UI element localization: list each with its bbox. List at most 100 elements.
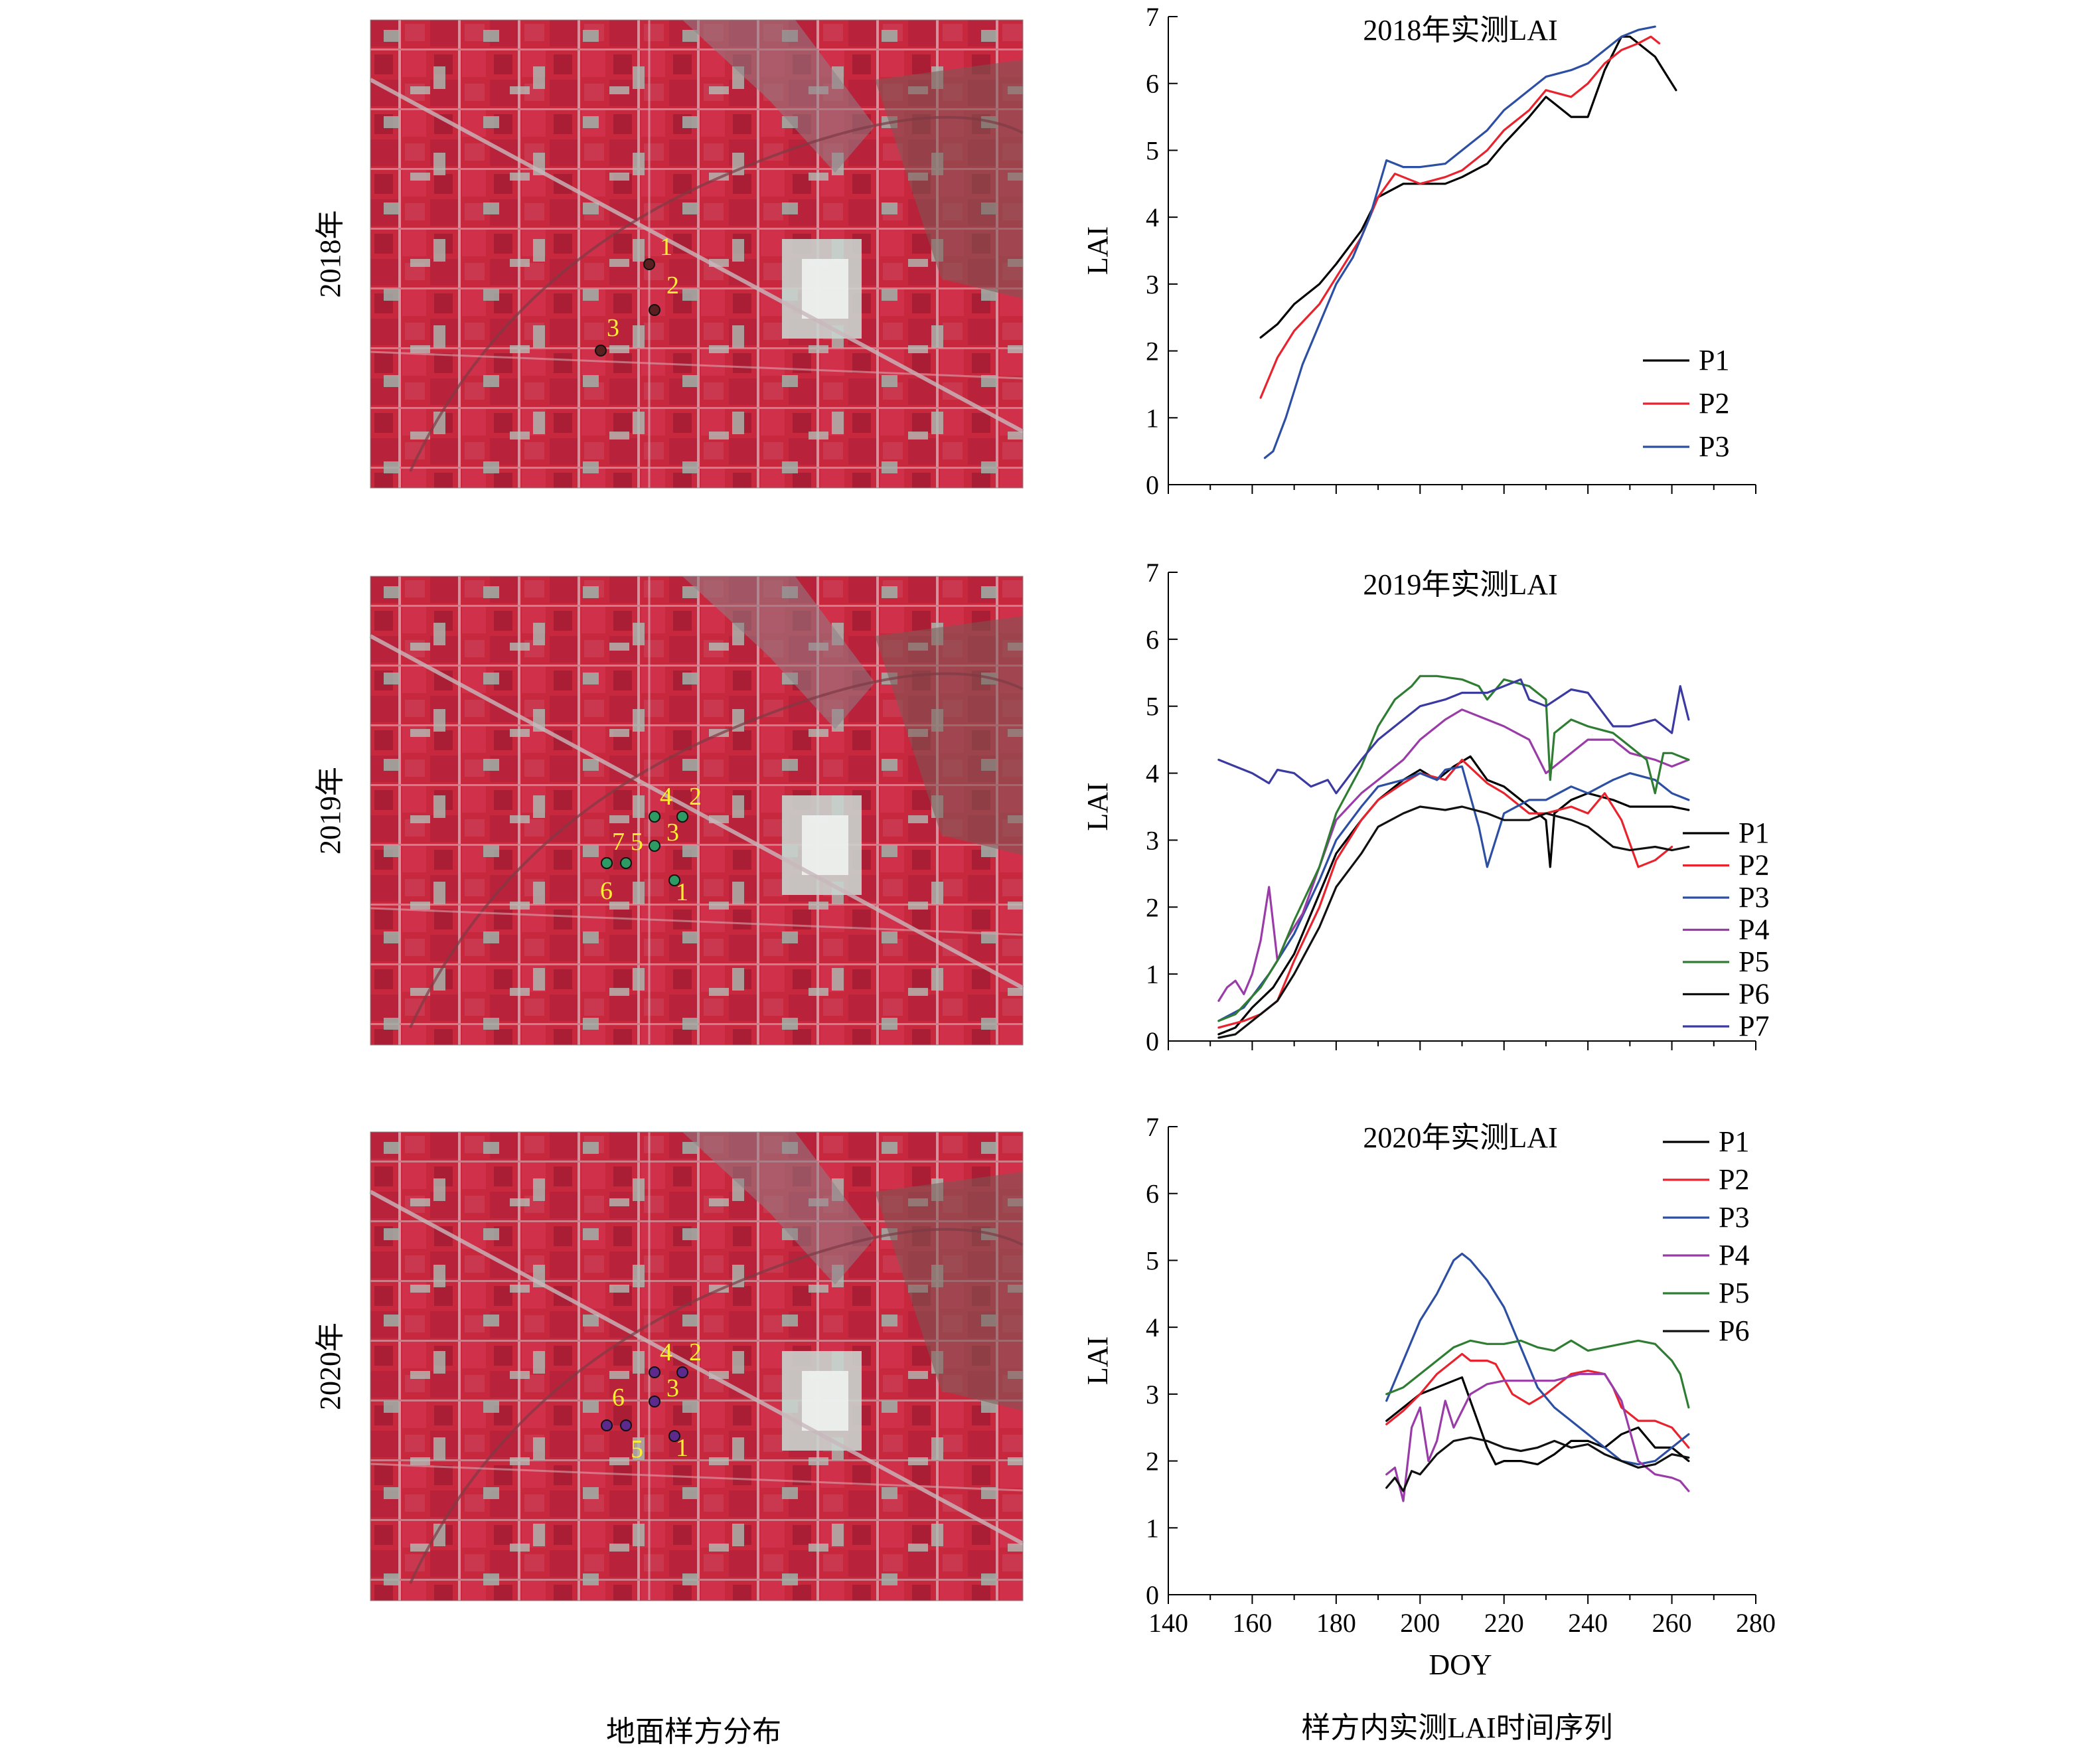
sample-point-label: 3 [666,1374,679,1402]
series-line [1217,758,1673,1029]
chart-column: 01234567LAI2018年实测LAIP1P2P301234567LAI20… [1081,2,1776,1681]
y-tick-label: 5 [1146,1245,1159,1275]
sample-point-label: 5 [631,828,643,856]
sample-point-marker [676,1366,688,1378]
sample-point-marker [595,345,607,357]
chart-title: 2020年实测LAI [1363,1121,1557,1154]
y-tick-label: 2 [1146,892,1159,922]
legend-label: P4 [1739,914,1769,946]
road-line [370,1463,1024,1492]
y-tick-label: 7 [1146,1112,1159,1142]
legend-label: P5 [1719,1277,1749,1309]
bare-land-area [682,20,875,173]
legend-label: P4 [1719,1239,1749,1271]
y-tick-label: 1 [1146,1513,1159,1543]
x-tick-label: 240 [1568,1608,1608,1638]
series-line [1217,708,1690,1002]
chart-panel: 0 1 2 3 4 5 6 7 140 160 180 200 220 240 260 280 LAI DOY 20… [1081,1112,1776,1681]
legend-label: P5 [1739,945,1769,978]
sample-point-label: 1 [676,878,688,906]
sample-point-label: 2 [689,783,702,811]
y-tick-label: 3 [1146,1380,1159,1409]
canal-line [409,116,1024,472]
x-tick-label: 280 [1736,1608,1776,1638]
village-center [802,259,848,319]
y-tick-label: 5 [1146,135,1159,165]
y-tick-label: 7 [1146,558,1159,588]
y-axis-label: LAI [1081,782,1114,831]
series-line [1259,35,1677,339]
sample-point-marker [649,1396,660,1407]
series-line [1259,35,1661,399]
sample-point-label: 4 [660,1338,672,1366]
village-center [802,1371,848,1431]
legend-label: P7 [1739,1010,1769,1042]
y-tick-label: 4 [1146,1313,1159,1342]
right-caption: 样方内实测LAI时间序列 [1301,1712,1612,1744]
road-line [369,78,1024,434]
y-axis-label: LAI [1081,1336,1114,1385]
map-frame [370,576,1024,1046]
map-frame [370,1131,1024,1601]
sample-point-label: 3 [666,819,679,846]
sample-point-label: 7 [612,828,625,856]
legend-label: P2 [1699,387,1729,420]
legend-label: P3 [1719,1201,1749,1234]
sample-point-marker [649,1366,660,1378]
road-line [369,1190,1024,1546]
y-tick-label: 1 [1146,403,1159,433]
y-tick-label: 0 [1146,1026,1159,1056]
map-panel: 1 23 456 7 [369,576,1024,1046]
series-line [1385,1252,1690,1466]
x-tick-label: 200 [1400,1608,1440,1638]
x-tick-label: 220 [1484,1608,1524,1638]
y-tick-label: 1 [1146,959,1159,989]
sample-point-label: 1 [676,1434,688,1462]
x-tick-label: 140 [1148,1608,1188,1638]
x-tick-label: 180 [1316,1608,1356,1638]
road-line [370,351,1024,380]
bare-land-area [682,576,875,729]
map-panel: 1 23 4 56 [369,1131,1024,1601]
map-panel: 1 2 3 [369,19,1024,489]
legend-label: P2 [1719,1163,1749,1196]
series-line [1385,1352,1690,1449]
sample-point-label: 6 [600,877,613,905]
series-line [1217,755,1690,1036]
chart-panel: 0 1 2 3 4 5 6 7 LAI 2018年实测LAI P1 P2 P3 [1081,2,1756,500]
legend-label: P6 [1719,1315,1749,1347]
sample-point-label: 4 [660,783,672,811]
y-tick-label: 4 [1146,759,1159,789]
chart-title: 2019年实测LAI [1363,568,1557,601]
y-axis-label: LAI [1081,226,1114,275]
sample-point-label: 3 [607,314,619,342]
sample-point-label: 1 [660,233,672,261]
x-axis-label: DOY [1429,1648,1492,1681]
sample-point-marker [620,857,632,869]
sample-point-marker [643,258,655,270]
y-tick-label: 0 [1146,1580,1159,1610]
y-tick-label: 2 [1146,337,1159,366]
y-tick-label: 3 [1146,270,1159,299]
year-label: 2018年 [314,210,347,298]
legend-label: P3 [1699,430,1729,463]
sample-point-marker [668,1430,680,1442]
y-tick-label: 3 [1146,825,1159,855]
sample-point-label: 2 [689,1338,702,1366]
bare-land-area [682,1132,875,1285]
y-tick-label: 6 [1146,625,1159,655]
y-tick-label: 6 [1146,1179,1159,1209]
legend-label: P1 [1699,344,1729,376]
sample-point-marker [676,811,688,823]
series-line [1217,678,1690,795]
year-label: 2019年 [314,767,347,854]
sample-point-label: 5 [631,1435,643,1463]
x-tick-label: 260 [1652,1608,1692,1638]
series-line [1217,805,1690,1039]
y-tick-label: 0 [1146,470,1159,500]
canal-line [409,672,1024,1028]
sample-point-marker [620,1419,632,1431]
